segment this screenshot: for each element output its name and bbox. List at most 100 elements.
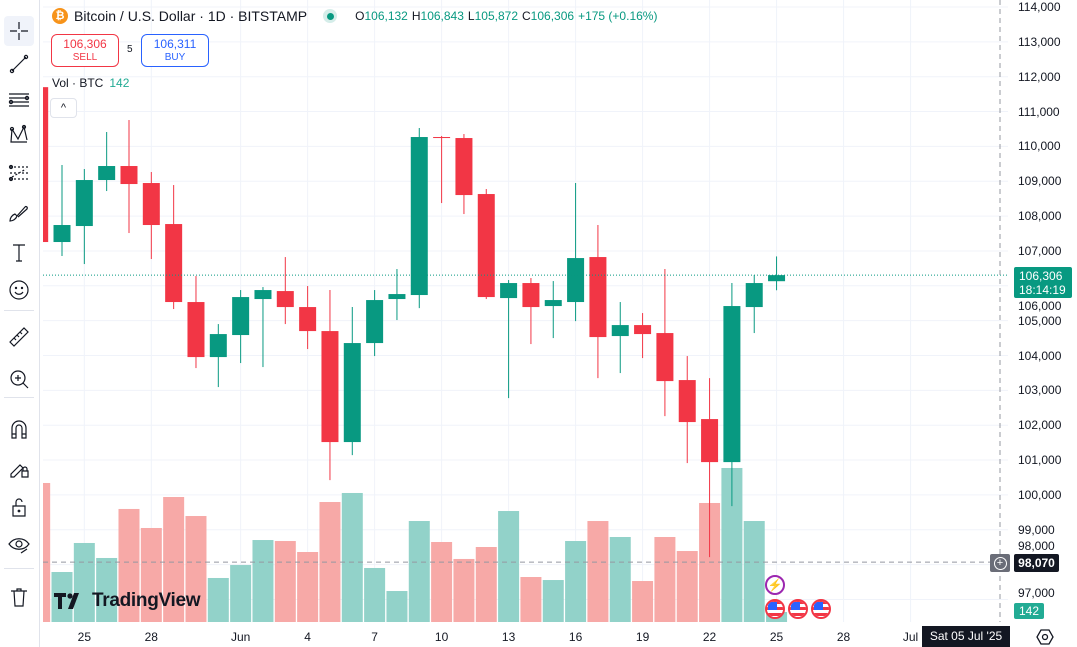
volume-bar bbox=[565, 541, 587, 622]
buy-button[interactable]: 106,311 BUY bbox=[141, 34, 209, 67]
ohlc-open: O106,132 bbox=[355, 9, 408, 23]
us-flag-event-icon[interactable] bbox=[765, 599, 785, 619]
chart-pane[interactable] bbox=[43, 0, 1008, 622]
settings-icon[interactable] bbox=[1036, 628, 1054, 646]
tool-crosshair[interactable] bbox=[4, 16, 34, 46]
tradingview-logo-icon bbox=[54, 593, 79, 609]
tool-fib-channel[interactable] bbox=[4, 158, 34, 188]
toolbar-divider bbox=[4, 310, 34, 311]
pattern-icon bbox=[9, 124, 28, 143]
volume-bar bbox=[632, 581, 654, 622]
collapse-legend-button[interactable]: ^ bbox=[50, 98, 77, 118]
candle-body bbox=[678, 380, 696, 423]
tool-magnet[interactable] bbox=[4, 415, 34, 445]
volume-bar bbox=[73, 542, 95, 622]
volume-bar bbox=[542, 580, 564, 622]
volume-bar bbox=[96, 557, 118, 622]
price-tick-label: 108,000 bbox=[1018, 209, 1062, 224]
candle-body bbox=[567, 258, 585, 303]
market-open-status-icon bbox=[323, 9, 338, 23]
time-tick-label: 25 bbox=[769, 630, 784, 644]
candle-body bbox=[723, 306, 741, 463]
logo-text: TradingView bbox=[92, 590, 201, 611]
lock-drawing-icon bbox=[10, 464, 29, 478]
candle-body bbox=[232, 297, 250, 336]
tool-trash[interactable] bbox=[4, 582, 34, 612]
tool-emoji[interactable] bbox=[4, 275, 34, 305]
volume-bar bbox=[230, 565, 252, 622]
add-alert-button[interactable]: + bbox=[990, 554, 1010, 572]
price-tick-label: 97,000 bbox=[1018, 586, 1055, 600]
tool-unlock[interactable] bbox=[4, 492, 34, 522]
time-tick-label: 10 bbox=[434, 630, 449, 644]
candle-body bbox=[500, 283, 518, 299]
tool-zoom-in[interactable] bbox=[4, 364, 34, 394]
price-tick-label: 103,000 bbox=[1018, 383, 1062, 398]
volume-bar bbox=[341, 492, 363, 622]
time-axis[interactable]: 25 28 Jun 4 7 10 13 16 19 22 25 28 Jul bbox=[43, 622, 1008, 647]
volume-bar bbox=[743, 521, 765, 622]
tool-ruler[interactable] bbox=[4, 322, 34, 352]
us-flag-event-icon[interactable] bbox=[788, 599, 808, 619]
drawing-toolbar bbox=[0, 0, 40, 647]
bar-countdown: 18:14:19 bbox=[1019, 283, 1066, 297]
tool-brush[interactable] bbox=[4, 198, 34, 228]
price-tick-label: 105,000 bbox=[1018, 313, 1062, 328]
ohlc-high: H106,843 bbox=[412, 9, 464, 23]
price-tick-label: 101,000 bbox=[1018, 453, 1062, 468]
price-tick-label: 111,000 bbox=[1018, 104, 1060, 119]
sell-button[interactable]: 106,306 SELL bbox=[51, 34, 119, 67]
tool-lock-drawing[interactable] bbox=[4, 453, 34, 483]
volume-bar bbox=[252, 540, 274, 622]
price-tick-label: 100,000 bbox=[1018, 487, 1062, 502]
time-tick-label: Jun bbox=[230, 630, 251, 644]
tool-eye[interactable] bbox=[4, 530, 34, 560]
price-axis[interactable]: 114,000 113,000 112,000 111,000 110,000 109,0… bbox=[1008, 0, 1077, 622]
buy-price: 106,311 bbox=[153, 37, 197, 51]
volume-bar bbox=[676, 551, 698, 622]
price-tick-label: 104,000 bbox=[1018, 348, 1062, 363]
symbol-title[interactable]: Bitcoin / U.S. Dollar · 1D · BITSTAMP bbox=[74, 8, 308, 24]
tool-trend-line[interactable] bbox=[4, 49, 34, 79]
volume-last-label: 142 bbox=[1014, 603, 1044, 619]
plus-icon: + bbox=[993, 556, 1007, 570]
tradingview-logo[interactable]: TradingView bbox=[54, 590, 201, 612]
volume-bar bbox=[163, 497, 185, 622]
symbol-legend[interactable]: ₿ Bitcoin / U.S. Dollar · 1D · BITSTAMP … bbox=[52, 8, 661, 24]
candle-body bbox=[209, 334, 227, 358]
time-tick-label: 25 bbox=[77, 630, 92, 644]
unlock-icon bbox=[12, 498, 26, 517]
buy-label: BUY bbox=[164, 52, 186, 63]
volume-label: Vol · BTC bbox=[52, 76, 104, 90]
candle-body bbox=[276, 291, 294, 308]
time-tick-label: 16 bbox=[568, 630, 583, 644]
emoji-icon bbox=[9, 280, 29, 300]
candle-body bbox=[634, 325, 652, 335]
volume-bar bbox=[319, 502, 341, 622]
tool-pattern[interactable] bbox=[4, 121, 34, 151]
candle-body bbox=[477, 194, 495, 298]
candle-body bbox=[187, 302, 205, 358]
candle-body bbox=[75, 180, 93, 227]
price-tick-label: 114,000 bbox=[1018, 0, 1061, 14]
tool-text[interactable] bbox=[4, 238, 34, 268]
volume-legend[interactable]: Vol · BTC 142 bbox=[52, 76, 129, 90]
us-flag-event-icon[interactable] bbox=[811, 599, 831, 619]
last-price-label: 106,306 18:14:19 bbox=[1014, 267, 1072, 298]
candle-body bbox=[455, 138, 473, 196]
toolbar-divider bbox=[4, 397, 34, 398]
price-tick-label: 109,000 bbox=[1018, 174, 1062, 189]
volume-bar bbox=[609, 537, 631, 622]
candle-body bbox=[43, 87, 49, 243]
tool-horizontal-lines[interactable] bbox=[4, 85, 34, 115]
time-tick-label: 13 bbox=[501, 630, 516, 644]
volume-bar bbox=[721, 467, 743, 622]
close-label: C bbox=[522, 9, 531, 23]
lightning-event-icon[interactable]: ⚡ bbox=[765, 575, 785, 595]
last-price: 106,306 bbox=[1019, 269, 1063, 283]
sell-price: 106,306 bbox=[63, 37, 107, 51]
time-tick-label: 7 bbox=[371, 630, 378, 644]
candle-body bbox=[410, 137, 428, 296]
volume-bar bbox=[43, 482, 51, 622]
spread-value: 5 bbox=[127, 44, 133, 55]
